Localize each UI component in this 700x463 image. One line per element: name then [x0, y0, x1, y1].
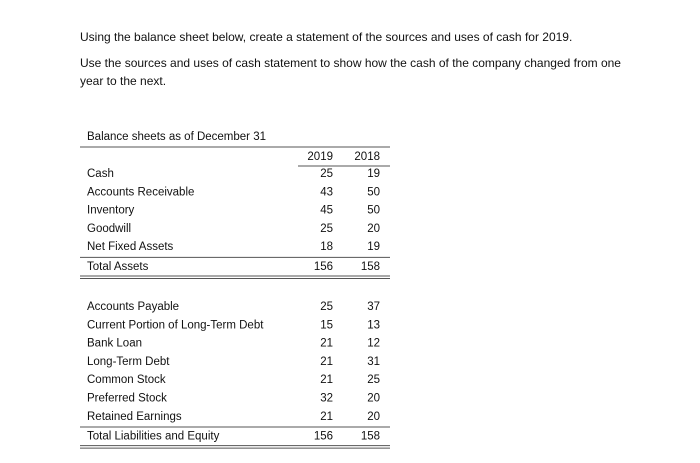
table-title: Balance sheets as of December 31: [87, 131, 266, 143]
row-value: 18: [320, 241, 333, 253]
column-header: 2018: [354, 151, 380, 163]
total-row-value: 156: [314, 431, 333, 443]
row-value: 19: [367, 168, 380, 180]
total-row-value: 156: [314, 261, 333, 273]
row-label: Accounts Payable: [87, 301, 179, 313]
row-value: 21: [320, 356, 333, 368]
total-row-value: 158: [361, 261, 380, 273]
row-value: 19: [367, 241, 380, 253]
row-label: Inventory: [87, 205, 135, 217]
row-value: 50: [367, 205, 380, 217]
row-value: 21: [320, 411, 333, 423]
row-value: 13: [367, 319, 380, 331]
instruction: Use the sources and uses of cash stateme…: [80, 56, 621, 88]
row-value: 31: [367, 356, 380, 368]
row-value: 45: [320, 205, 333, 217]
row-value: 21: [320, 374, 333, 386]
row-label: Cash: [87, 168, 114, 180]
row-value: 12: [367, 338, 380, 350]
row-value: 37: [367, 301, 380, 313]
row-label: Preferred Stock: [87, 393, 167, 405]
row-value: 25: [367, 374, 380, 386]
row-value: 43: [320, 186, 333, 198]
total-row-value: 158: [361, 431, 380, 443]
row-value: 25: [320, 168, 333, 180]
row-label: Goodwill: [87, 223, 131, 235]
row-label: Current Portion of Long-Term Debt: [87, 319, 264, 331]
row-label: Net Fixed Assets: [87, 241, 174, 253]
row-label: Accounts Receivable: [87, 186, 194, 198]
row-value: 15: [320, 319, 333, 331]
row-value: 20: [367, 411, 380, 423]
row-value: 25: [320, 301, 333, 313]
row-label: Long-Term Debt: [87, 356, 170, 368]
column-header: 2019: [307, 151, 333, 163]
row-value: 32: [320, 393, 333, 405]
row-label: Common Stock: [87, 374, 166, 386]
row-label: Bank Loan: [87, 338, 142, 350]
total-row-label: Total Assets: [87, 261, 149, 273]
row-label: Retained Earnings: [87, 411, 182, 423]
row-value: 50: [367, 186, 380, 198]
total-row-label: Total Liabilities and Equity: [87, 431, 220, 443]
row-value: 20: [367, 393, 380, 405]
row-value: 25: [320, 223, 333, 235]
row-value: 21: [320, 338, 333, 350]
instruction: Using the balance sheet below, create a …: [80, 30, 573, 44]
row-value: 20: [367, 223, 380, 235]
